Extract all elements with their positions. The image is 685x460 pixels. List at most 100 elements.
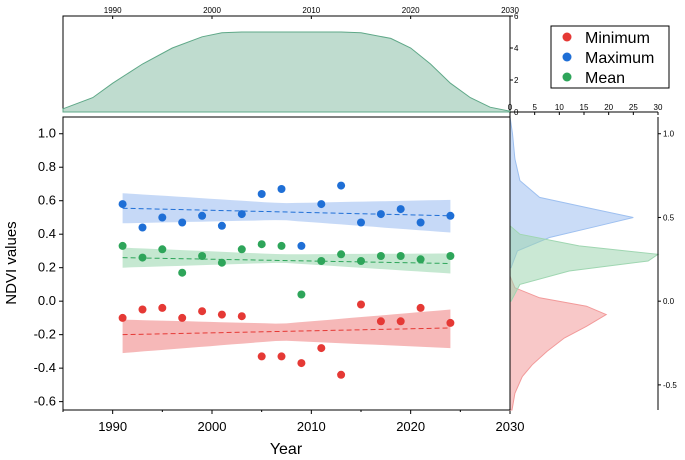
point-minimum [396, 317, 405, 326]
point-mean [158, 245, 167, 254]
point-mean [118, 241, 127, 250]
right-x-ticks: 0 5 10 15 20 25 30 [508, 103, 663, 115]
point-minimum [317, 344, 326, 353]
legend: Minimum Maximum Mean [550, 25, 670, 89]
right-y-ticks: -0.5 0.0 0.5 1.0 [658, 130, 677, 390]
legend-label-maximum: Maximum [585, 50, 654, 67]
point-mean [337, 250, 346, 259]
data-points [118, 181, 455, 379]
legend-marker-maximum [562, 52, 572, 62]
right-density-areas [509, 116, 660, 411]
top-x-tick-label: 2020 [402, 6, 420, 15]
right-x-tick-label: 15 [580, 103, 589, 112]
point-mean [376, 252, 385, 260]
point-mean [416, 255, 425, 264]
point-mean [217, 258, 226, 267]
trend-line-minimum [122, 327, 451, 336]
point-maximum [357, 218, 365, 227]
right-y-tick-label: 0.0 [663, 297, 675, 306]
right-density-panel: 0 5 10 15 20 25 30 -0.5 0.0 0.5 1.0 [508, 103, 677, 411]
right-x-tick-label: 10 [555, 103, 564, 112]
y-axis-label: NDVI values [3, 221, 20, 304]
point-maximum [257, 190, 266, 198]
x-axis-label: Year [270, 441, 303, 458]
right-x-tick-label: 5 [532, 103, 537, 112]
point-minimum [158, 303, 167, 312]
point-minimum [138, 305, 147, 314]
point-minimum [257, 352, 266, 361]
point-minimum [376, 317, 385, 326]
y-tick-label: 0.6 [38, 193, 56, 208]
point-minimum [357, 300, 365, 309]
x-tick-label: 1990 [98, 419, 127, 434]
trend-line-maximum [122, 207, 451, 217]
x-tick-label: 2030 [496, 419, 525, 434]
right-y-tick-label: 1.0 [663, 130, 675, 139]
point-mean [198, 252, 207, 260]
right-density-mean [509, 224, 660, 302]
y-tick-label: -0.6 [34, 394, 56, 409]
point-maximum [317, 200, 326, 209]
top-density-panel: 1990 2000 2010 2020 2030 0 2 4 6 [62, 6, 519, 117]
confidence-bands [122, 193, 451, 354]
point-mean [178, 268, 187, 277]
point-maximum [337, 181, 346, 190]
point-maximum [158, 213, 167, 222]
right-x-tick-label: 30 [654, 103, 663, 112]
point-minimum [118, 313, 127, 322]
point-mean [446, 252, 455, 260]
point-maximum [178, 218, 187, 227]
point-mean [237, 245, 246, 254]
top-density-area [62, 31, 511, 113]
y-tick-label: 0.0 [38, 293, 56, 308]
right-y-tick-label: -0.5 [663, 381, 677, 390]
right-x-tick-label: 0 [508, 103, 513, 112]
top-x-tick-label: 2000 [203, 6, 221, 15]
legend-marker-mean [562, 72, 572, 82]
point-minimum [297, 359, 306, 368]
y-tick-label: -0.2 [34, 327, 56, 342]
main-scatter-panel: 1990 2000 2010 2020 2030 -0.6 -0.4 -0.2 0.0 0.2 0… [3, 116, 525, 458]
band-maximum [122, 193, 451, 233]
point-minimum [446, 318, 455, 327]
point-maximum [396, 205, 405, 214]
point-minimum [237, 312, 246, 321]
point-mean [357, 257, 365, 265]
right-x-tick-label: 25 [629, 103, 638, 112]
point-mean [277, 241, 286, 250]
top-y-tick-label: 6 [514, 12, 519, 21]
top-x-tick-label: 1990 [104, 6, 122, 15]
y-tick-label: 0.4 [38, 226, 56, 241]
point-maximum [446, 211, 455, 220]
top-y-tick-label: 2 [514, 76, 519, 85]
trend-lines [122, 207, 451, 336]
right-x-tick-label: 20 [604, 103, 613, 112]
x-tick-label: 2010 [297, 419, 326, 434]
point-minimum [416, 303, 425, 312]
top-x-ticks: 1990 2000 2010 2020 2030 [104, 6, 519, 19]
legend-marker-minimum [562, 32, 572, 42]
y-tick-label: 0.8 [38, 159, 56, 174]
point-maximum [277, 185, 286, 193]
legend-label-minimum: Minimum [585, 30, 650, 47]
right-density-minimum [509, 275, 608, 411]
point-mean [396, 252, 405, 260]
top-y-tick-label: 4 [514, 44, 519, 53]
right-y-tick-label: 0.5 [663, 213, 675, 222]
top-x-tick-label: 2030 [501, 6, 519, 15]
point-maximum [138, 223, 147, 232]
main-y-ticks: -0.6 -0.4 -0.2 0.0 0.2 0.4 0.6 0.8 1.0 [34, 126, 63, 409]
point-minimum [217, 310, 226, 319]
y-tick-label: -0.4 [34, 360, 56, 375]
x-tick-label: 2020 [396, 419, 425, 434]
main-x-ticks: 1990 2000 2010 2020 2030 [62, 410, 525, 434]
point-mean [297, 290, 306, 299]
point-maximum [198, 211, 207, 220]
y-tick-label: 1.0 [38, 126, 56, 141]
point-maximum [118, 200, 127, 209]
point-minimum [178, 313, 187, 322]
top-y-ticks: 0 2 4 6 [510, 12, 519, 117]
top-x-tick-label: 2010 [302, 6, 320, 15]
point-maximum [376, 210, 385, 219]
